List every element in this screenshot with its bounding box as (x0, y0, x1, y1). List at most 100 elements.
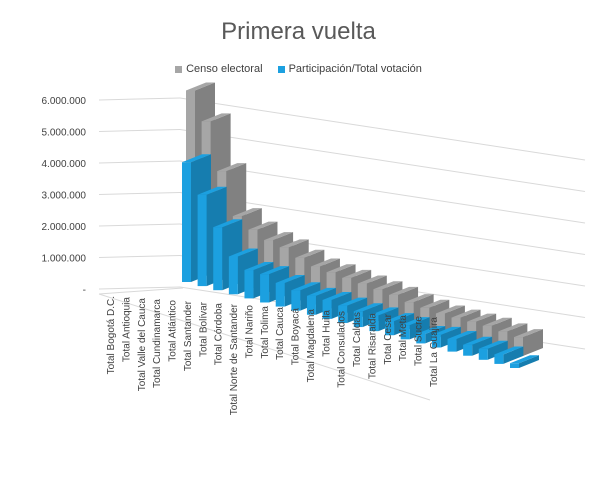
bar-censo-top (248, 221, 278, 230)
legend-item-participacion: Participación/Total votación (277, 63, 422, 75)
gridline-back (179, 192, 586, 255)
bar-censo-top (435, 305, 465, 314)
bar-participacion-top (431, 326, 461, 335)
bar-participacion-top (416, 325, 446, 334)
gridline-left (98, 97, 181, 101)
bar-participacion-top (182, 154, 211, 163)
floor-edge (98, 293, 431, 401)
bar-censo-top (514, 329, 543, 338)
x-tick-label: Total Cundinamarca (152, 299, 163, 388)
x-tick-label: Total Cesar (383, 313, 394, 364)
x-tick-label: Total Meta (398, 315, 409, 362)
bar-participacion (447, 339, 457, 352)
bar-participacion (213, 227, 223, 291)
bar-participacion-top (228, 248, 258, 257)
y-tick-label: 1.000.000 (42, 254, 87, 265)
bar-participacion-side (519, 355, 539, 368)
bar-participacion-top (197, 186, 227, 195)
bar-participacion (431, 334, 441, 348)
x-tick-label: Total Tolima (260, 306, 271, 359)
bar-participacion (228, 256, 238, 295)
y-tick-label: 5.000.000 (42, 128, 87, 139)
x-tick-label: Total Santander (183, 300, 194, 371)
bar-participacion-top (322, 291, 352, 300)
bar-censo-top (404, 294, 434, 303)
bar-participacion (416, 333, 426, 344)
bar-participacion-side (456, 331, 477, 352)
bar-participacion (275, 282, 285, 307)
bar-participacion-top (369, 307, 399, 316)
y-tick-label: 4.000.000 (42, 159, 87, 170)
bar-participacion-top (306, 287, 336, 296)
bar-participacion-side (409, 317, 430, 340)
bar-censo-top (342, 269, 372, 278)
bar-participacion (494, 354, 504, 364)
bar-participacion (244, 270, 254, 299)
bar-participacion-top (385, 313, 415, 322)
bar-participacion-side (472, 336, 493, 356)
x-tick-label: Total Nariño (244, 305, 255, 359)
bar-censo-top (232, 208, 262, 217)
bar-censo-top (217, 163, 247, 172)
bar-participacion (338, 305, 348, 323)
x-tick-label: Total Caldas (352, 312, 363, 367)
bar-participacion (400, 325, 410, 340)
bar-censo-top (201, 113, 231, 122)
bar-participacion-top (291, 282, 321, 291)
bar-participacion-top (510, 355, 539, 364)
bar-participacion (478, 348, 488, 360)
y-tick-label: 3.000.000 (42, 191, 87, 202)
gridline-back (179, 160, 586, 224)
bar-participacion-top (338, 297, 368, 306)
x-tick-label: Total Boyacá (291, 308, 302, 366)
bar-participacion-top (400, 317, 430, 326)
bar-participacion-top (353, 303, 383, 312)
bar-participacion (291, 290, 301, 311)
bar-participacion-top (478, 340, 508, 349)
x-tick-label: Total Huila (321, 310, 332, 357)
x-tick-label: Total La Guajira (429, 317, 440, 387)
legend-swatch-censo (175, 65, 183, 73)
bar-censo-top (420, 299, 450, 308)
bar-censo-top (295, 249, 325, 258)
x-tick-label: Total Cauca (275, 307, 286, 360)
bar-censo (435, 313, 445, 336)
gridline-left (98, 129, 181, 132)
gridline-left (98, 160, 181, 164)
x-tick-label: Total Córdoba (214, 303, 225, 366)
bar-participacion (510, 363, 519, 368)
y-tick-label: - (83, 285, 86, 296)
x-tick-label: Total Sucre (414, 316, 425, 366)
bar-censo-top (310, 258, 340, 267)
chart-title: Primera vuelta (221, 18, 376, 45)
y-tick-label: 2.000.000 (42, 222, 87, 233)
bar-participacion-side (440, 326, 461, 348)
x-tick-label: Total Bolívar (198, 301, 209, 357)
bar-participacion-top (213, 219, 243, 228)
bar-censo-top (451, 309, 481, 318)
bar-censo-top (373, 281, 403, 290)
x-tick-label: Total Atlántico (168, 300, 179, 362)
gridline-back (179, 129, 586, 192)
bar-participacion-top (463, 336, 493, 345)
bar-participacion-top (494, 346, 524, 355)
bar-censo-side (523, 329, 543, 356)
bar-participacion-top (447, 331, 477, 340)
bar-censo-top (186, 82, 215, 91)
bar-censo-top (357, 275, 387, 284)
legend-label-censo: Censo electoral (186, 63, 263, 75)
bar-censo-top (389, 286, 419, 295)
bar-censo-top (264, 232, 294, 241)
x-tick-label: Total Valle del Cauca (137, 298, 148, 392)
bar-participacion (463, 344, 473, 356)
x-tick-label: Total Bogotá D.C. (106, 296, 117, 374)
x-tick-label: Total Consulados (337, 311, 348, 388)
bar-participacion-side (503, 346, 524, 364)
bar-participacion (385, 321, 395, 336)
bar-censo-top (467, 313, 497, 322)
bar-participacion-side (378, 307, 399, 332)
x-tick-label: Total Magdalena (306, 309, 317, 383)
floor-edge (98, 287, 184, 295)
bar-participacion (369, 315, 379, 332)
